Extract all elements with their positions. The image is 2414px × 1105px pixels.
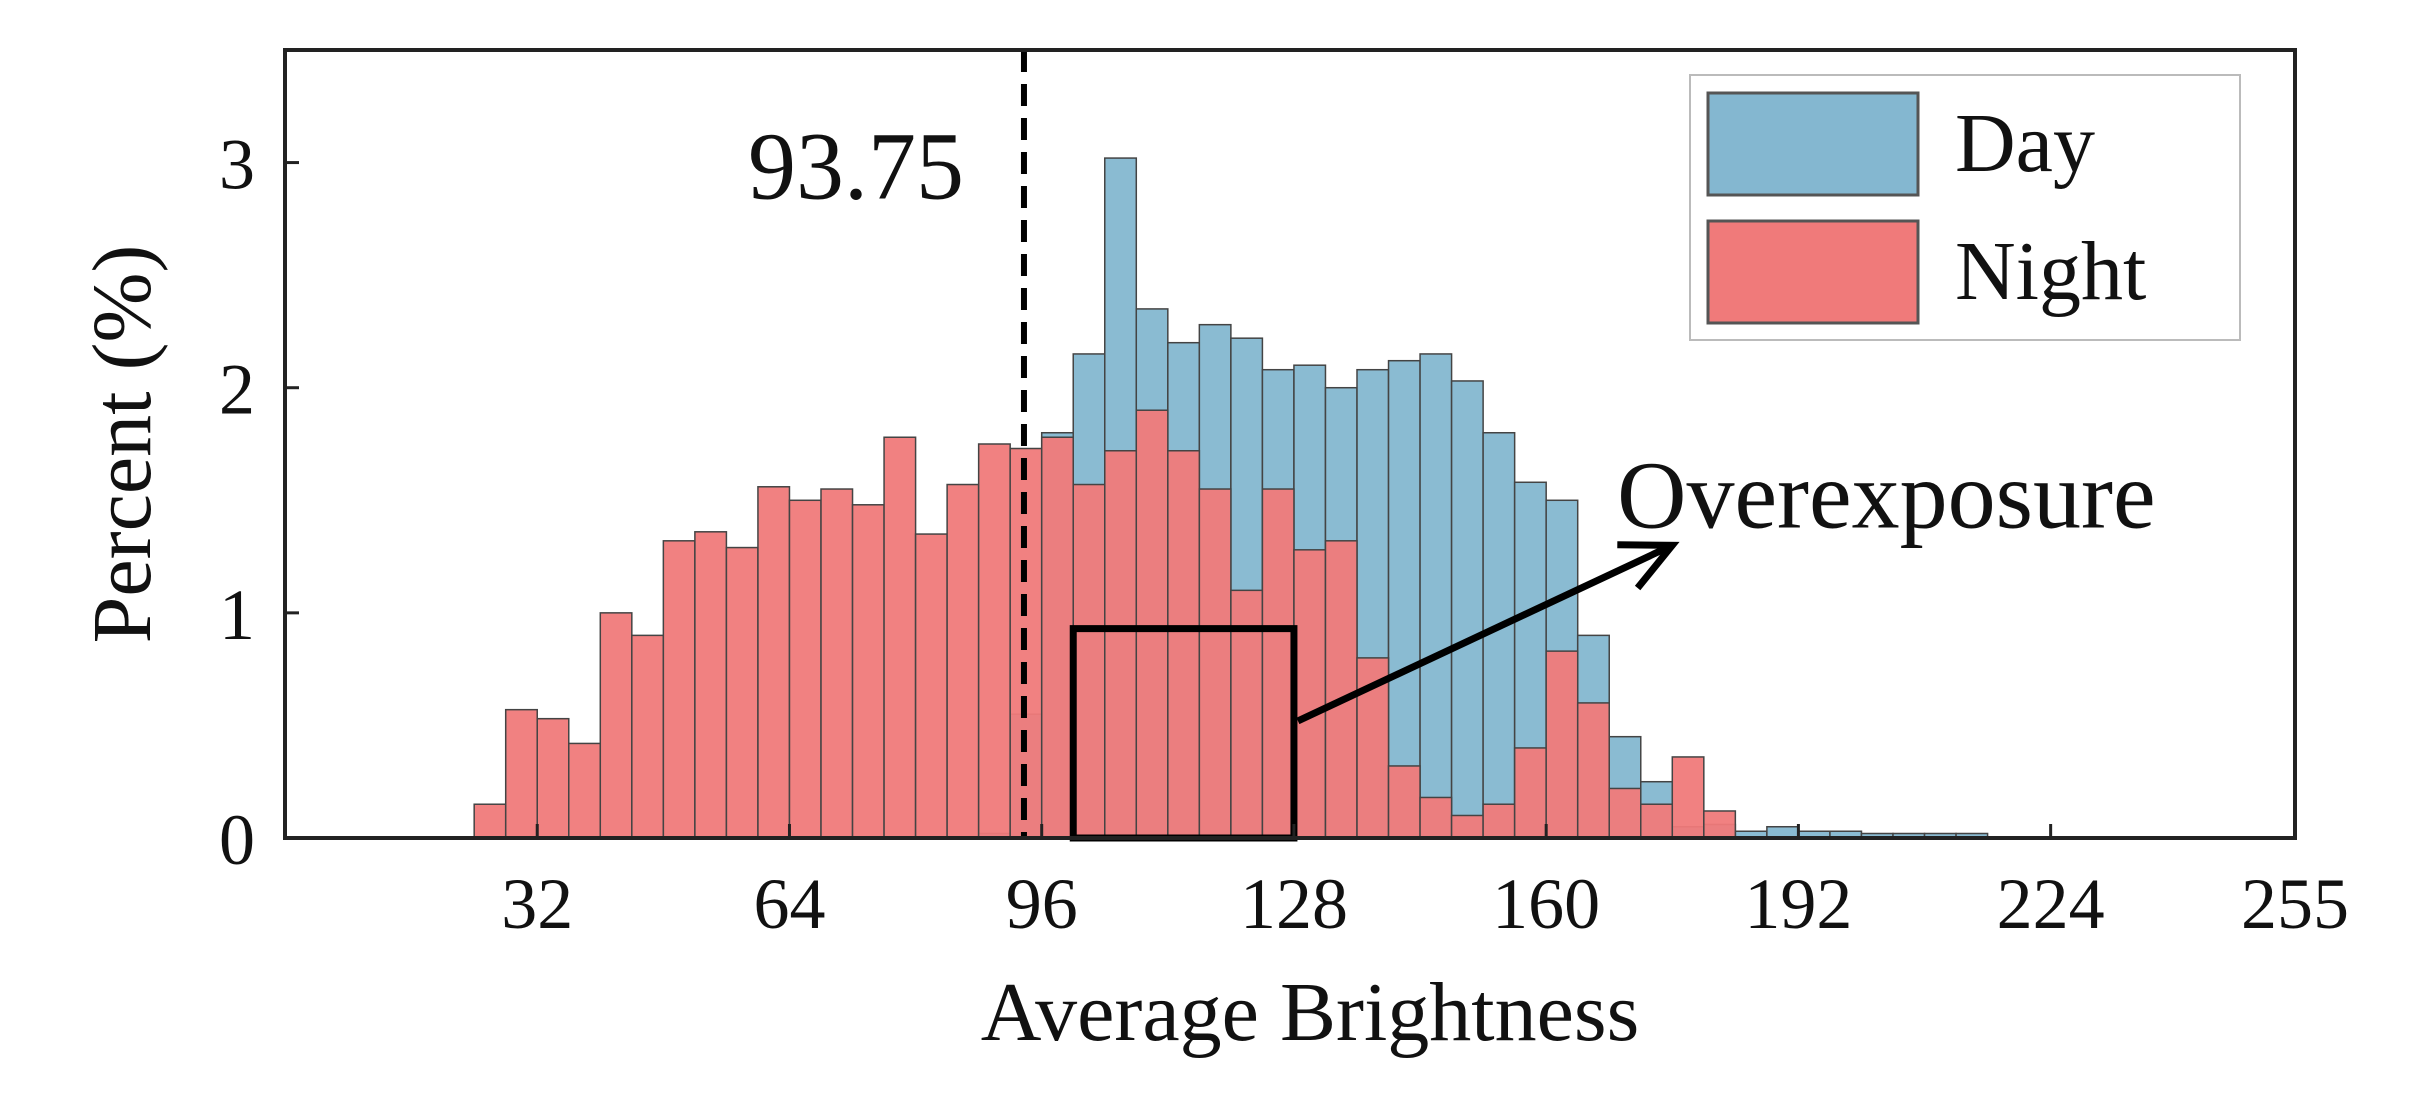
night-bar <box>1482 803 1516 839</box>
x-tick-label: 128 <box>1240 864 1348 944</box>
night-bar <box>1513 747 1547 839</box>
x-tick-label: 255 <box>2241 864 2349 944</box>
night-bar <box>1198 488 1232 839</box>
annotation-arrow <box>1296 542 1674 725</box>
night-bar <box>1167 450 1201 839</box>
x-axis-label: Average Brightness <box>981 966 1640 1059</box>
plot-frame <box>283 48 2297 840</box>
x-tick-label: 160 <box>1492 864 1600 944</box>
x-tick-label: 96 <box>1006 864 1078 944</box>
night-bar <box>788 499 822 839</box>
night-bar <box>1608 787 1642 839</box>
night-bar <box>599 612 633 839</box>
threshold-label: 93.75 <box>748 113 964 220</box>
annotations: 93.75 Overexposure <box>748 50 2156 842</box>
night-bar <box>1261 488 1295 839</box>
night-bar <box>1072 483 1106 839</box>
night-bar <box>820 488 854 839</box>
night-legend-label: Night <box>1955 225 2146 318</box>
x-tick-label: 32 <box>501 864 573 944</box>
night-bar <box>1104 450 1138 839</box>
night-bar <box>473 803 507 839</box>
y-tick-label: 0 <box>219 800 255 880</box>
x-tick-label: 192 <box>1744 864 1852 944</box>
legend: Day Night <box>1689 74 2241 341</box>
night-bar <box>1135 409 1169 839</box>
night-bar <box>1703 810 1737 839</box>
day-legend-swatch <box>1706 91 1920 197</box>
night-bar <box>536 717 570 839</box>
night-bar <box>1387 765 1421 839</box>
y-tick-label: 1 <box>219 575 255 655</box>
axes: 32 64 96 128 160 192 224 255 0 1 2 3 <box>219 125 2349 944</box>
night-bar <box>757 486 791 839</box>
x-tick-label: 224 <box>1997 864 2105 944</box>
night-bar <box>914 533 948 839</box>
night-bar <box>946 483 980 839</box>
night-bar <box>568 742 602 839</box>
y-tick-label: 3 <box>219 125 255 205</box>
night-bar <box>883 436 917 839</box>
night-legend-swatch <box>1706 219 1920 325</box>
night-bar <box>1545 650 1579 839</box>
annotation-label: Overexposure <box>1617 441 2155 548</box>
day-bar <box>1450 380 1484 839</box>
night-bar <box>1671 756 1705 839</box>
night-bar <box>504 708 538 839</box>
night-bar <box>1324 540 1358 839</box>
night-bar <box>662 540 696 839</box>
y-tick-label: 2 <box>219 350 255 430</box>
night-bar <box>1419 796 1453 839</box>
night-bar <box>694 531 728 839</box>
annotation-arrowhead <box>1617 541 1680 591</box>
day-legend-label: Day <box>1955 97 2095 190</box>
night-bar <box>1293 549 1327 839</box>
night-bar <box>1450 814 1484 839</box>
night-bar <box>851 504 885 839</box>
y-axis-label: Percent (%) <box>76 245 169 644</box>
night-bar <box>977 443 1011 839</box>
night-bars <box>473 409 1737 839</box>
night-bar <box>1040 436 1074 839</box>
night-bar <box>1640 803 1674 839</box>
x-tick-label: 64 <box>753 864 825 944</box>
day-bar <box>1419 353 1453 839</box>
night-bar <box>1576 702 1610 839</box>
night-bar <box>725 546 759 839</box>
night-bar <box>631 634 665 839</box>
